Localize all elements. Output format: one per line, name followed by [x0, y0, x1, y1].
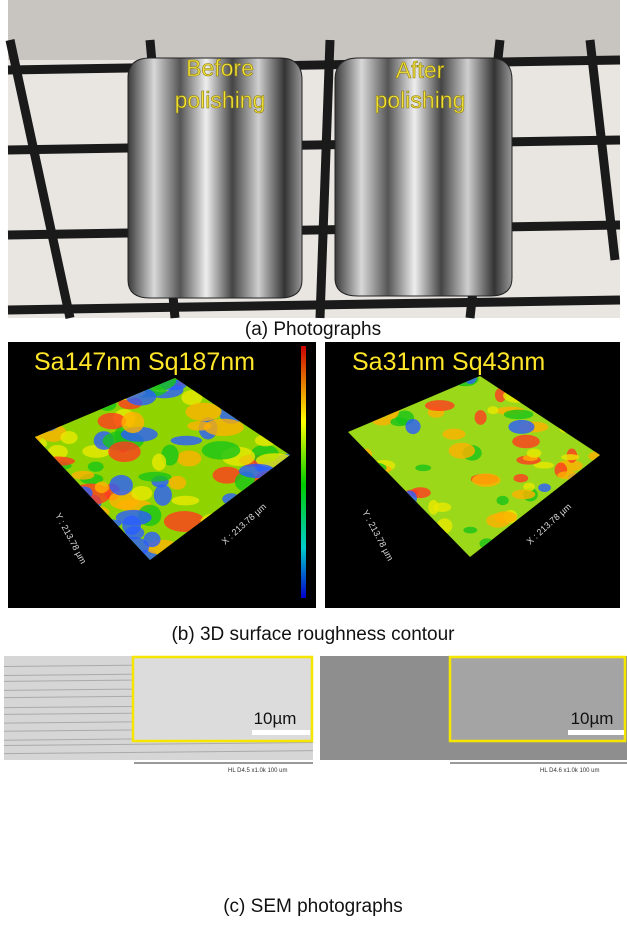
scale-label: 10µm: [254, 709, 297, 728]
sem-footer: HL D4.5 x1.0k 100 um: [228, 768, 287, 774]
surface-patch: [463, 527, 477, 534]
scale-bar: [252, 730, 310, 735]
roughness-left: Sa147nm Sq187nm Y : 213.78 µm X : 213.78…: [0, 342, 320, 608]
photo-blur: [8, 0, 620, 60]
surface-patch: [109, 475, 133, 495]
label: Before: [186, 55, 254, 81]
label: polishing: [375, 87, 466, 113]
surface-patch: [504, 410, 534, 420]
surface-patch: [487, 406, 498, 414]
surface-patch: [527, 449, 542, 458]
caption: (b) 3D surface roughness contour: [171, 624, 455, 645]
scale-label: 10µm: [571, 709, 614, 728]
surface-patch: [121, 412, 144, 433]
surface-patch: [108, 441, 140, 462]
surface-patch: [475, 410, 487, 425]
color-bar: [301, 346, 306, 598]
figure: Before polishing After polishing (a) Pho…: [0, 0, 627, 949]
surface-patch: [172, 496, 200, 506]
surface-patch: [512, 490, 535, 500]
surface-patch: [425, 400, 455, 411]
sem-right: 10µm HL D4.6 x1.0k 100 um: [320, 656, 627, 774]
surface-patch: [154, 485, 172, 506]
scale-bar: [568, 730, 624, 735]
caption: (c) SEM photographs: [223, 896, 403, 917]
surface-patch: [122, 515, 141, 535]
surface-patch: [131, 486, 152, 501]
surface-patch: [177, 451, 202, 467]
roughness-metrics: Sa31nm Sq43nm: [352, 348, 545, 376]
sem-footer: HL D4.6 x1.0k 100 um: [540, 768, 599, 774]
surface-patch: [138, 472, 171, 482]
surface-patch: [60, 431, 77, 444]
surface-patch: [88, 462, 104, 472]
caption: (a) Photographs: [245, 319, 381, 340]
surface-patch: [95, 481, 109, 493]
surface-patch: [538, 483, 551, 492]
label: polishing: [175, 87, 266, 113]
inset: [450, 657, 625, 741]
surface-patch: [433, 503, 451, 512]
surface-patch: [497, 496, 509, 505]
surface-patch: [514, 474, 529, 482]
surface-patch: [152, 454, 166, 471]
roughness-metrics: Sa147nm Sq187nm: [34, 348, 255, 376]
roughness-right: Sa31nm Sq43nm Y : 213.78 µm X : 213.78 µ…: [320, 342, 620, 608]
surface-patch: [405, 419, 420, 434]
surface-patch: [508, 420, 534, 434]
sem-left: 10µm HL D4.5 x1.0k 100 um: [4, 656, 313, 774]
surface-patch: [72, 471, 95, 480]
surface-patch: [171, 436, 203, 446]
photo-panel: Before polishing After polishing: [8, 0, 620, 318]
surface-patch: [442, 429, 465, 440]
surface-patch: [494, 511, 517, 523]
surface-patch: [512, 435, 540, 448]
surface-patch: [472, 473, 501, 486]
surface-patch: [449, 443, 475, 459]
surface-patch: [204, 419, 244, 436]
surface-patch: [169, 476, 186, 490]
surface-patch: [415, 465, 431, 472]
surface-patch: [202, 441, 240, 460]
inset: [133, 657, 312, 741]
label: After: [396, 57, 445, 83]
surface-patch: [561, 454, 579, 460]
